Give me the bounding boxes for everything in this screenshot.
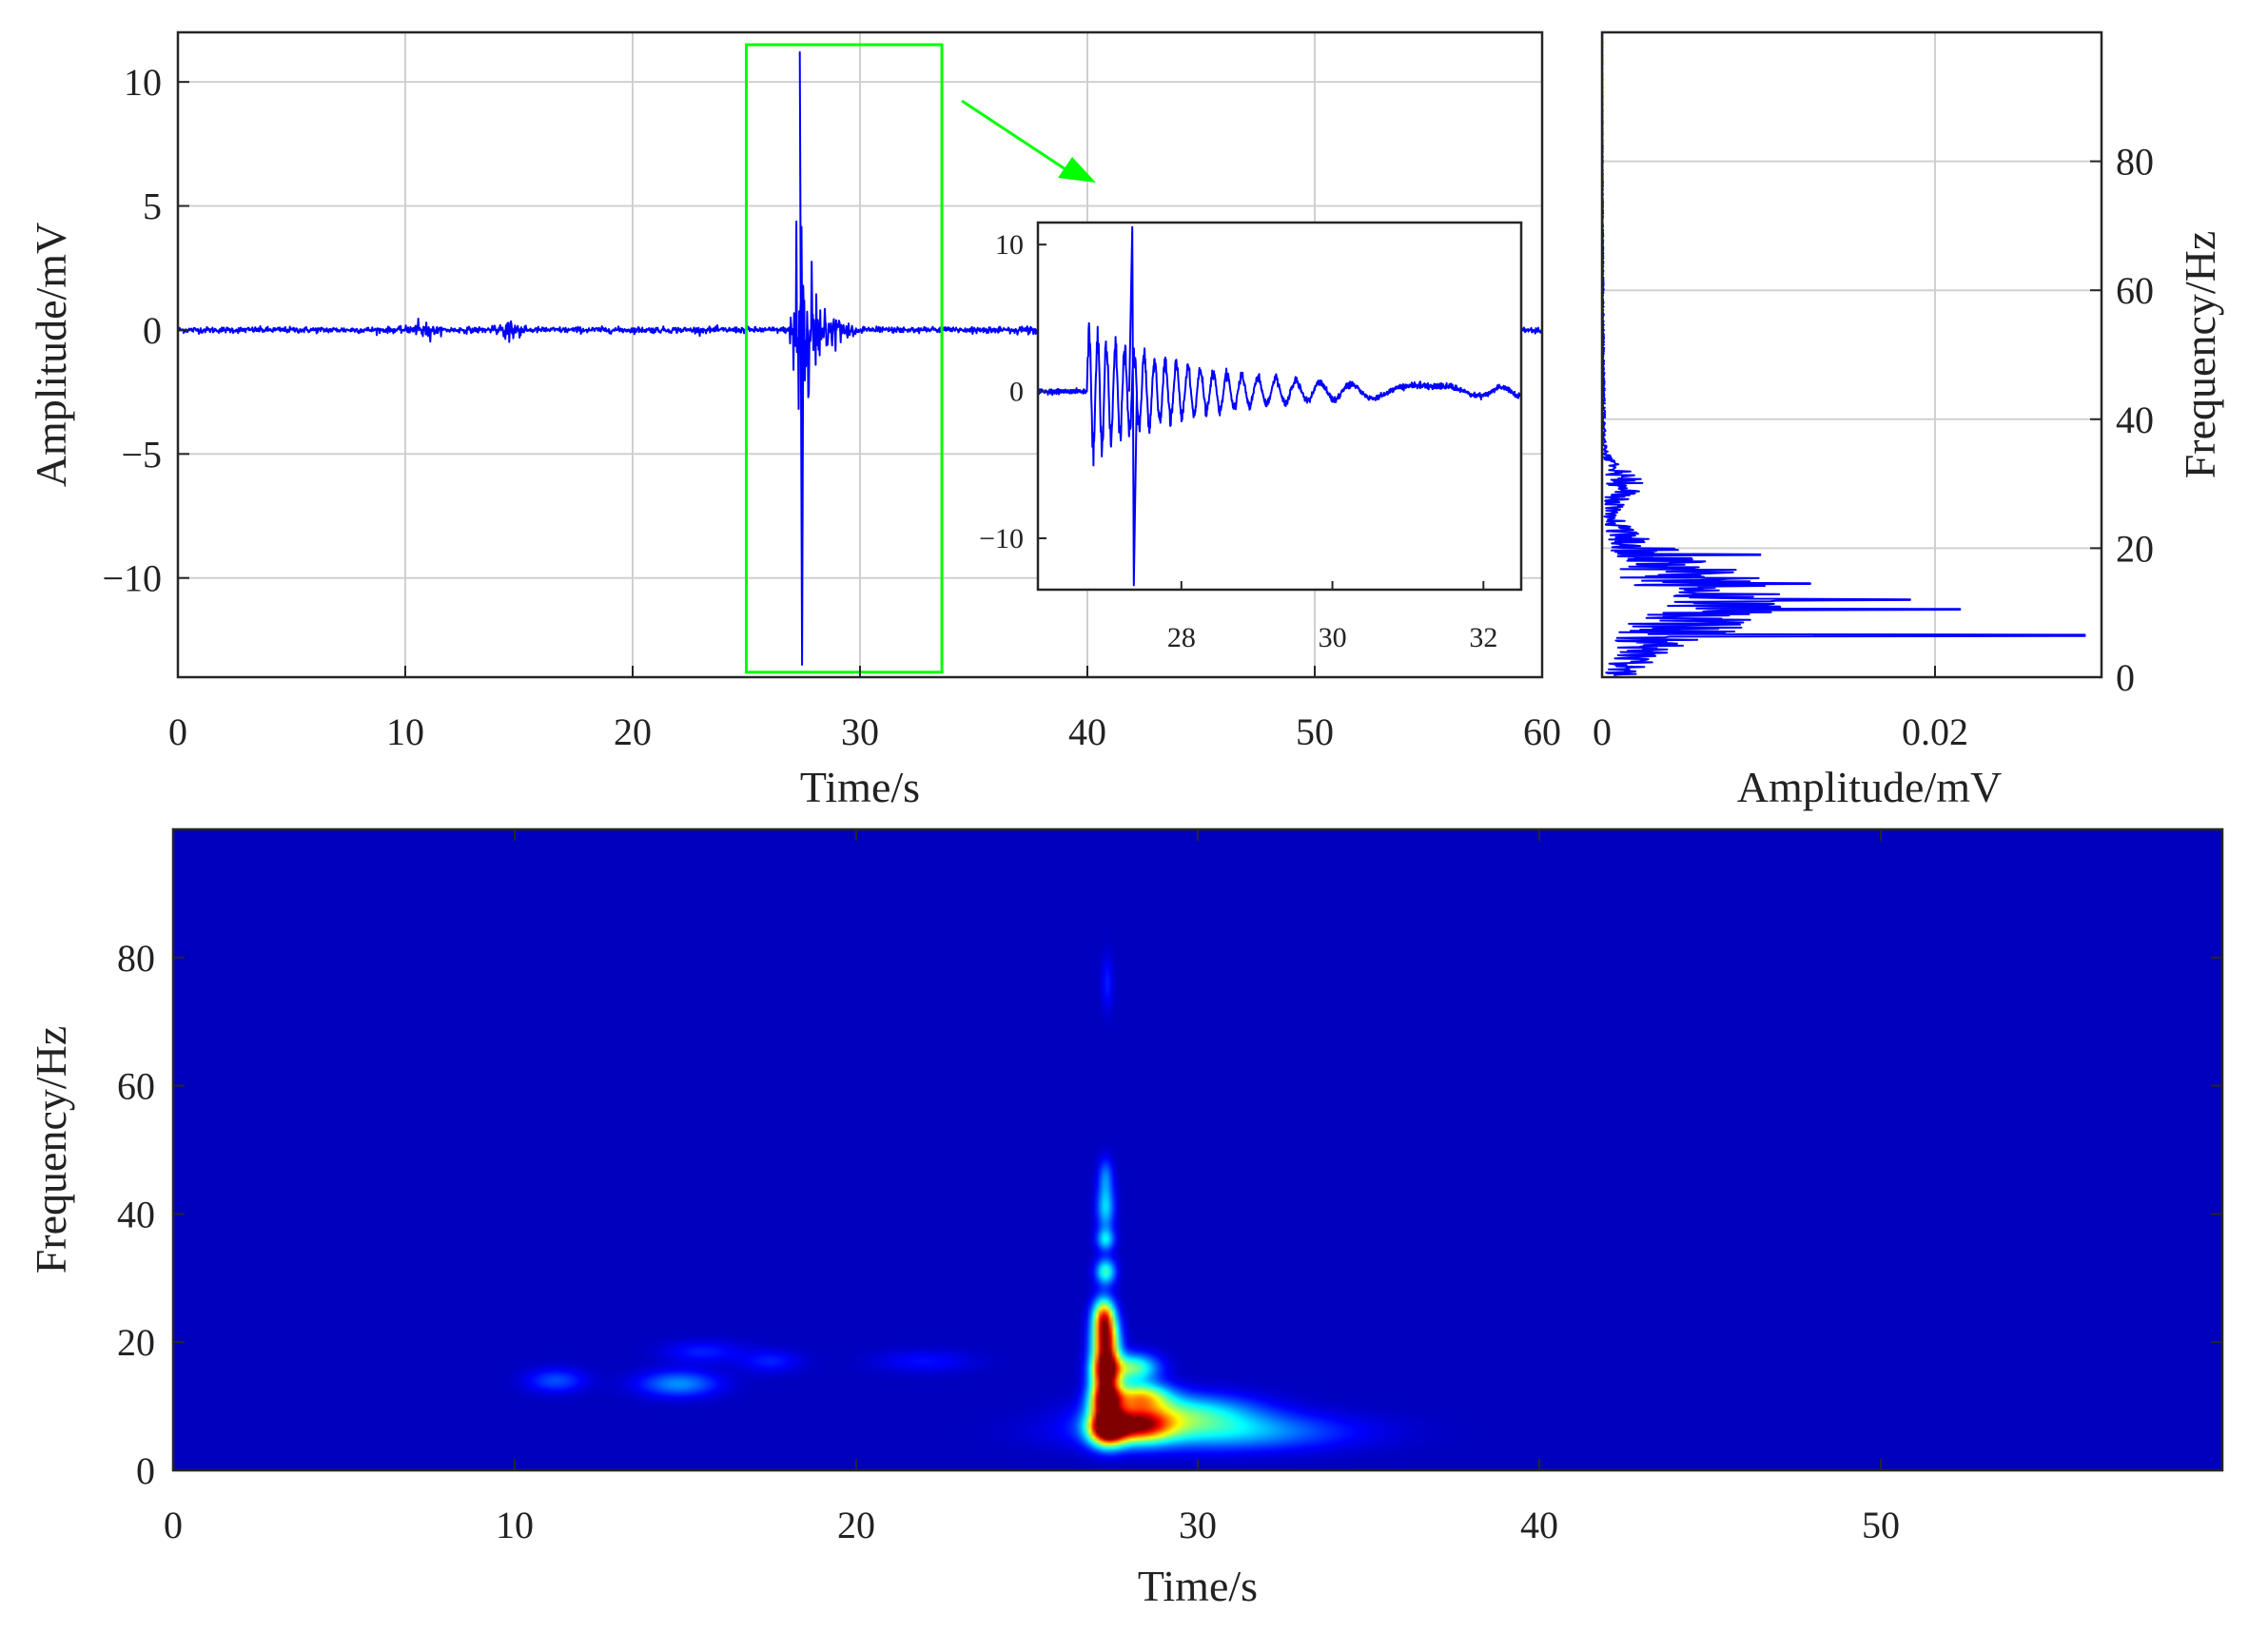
spectrum-x-tick-label: 0.02 (1902, 710, 1968, 753)
waveform-x-tick-label: 40 (1068, 710, 1106, 753)
time-frequency-panel: 0 10 20 30 40 50 0 20 40 60 80 Time/s Frequency/H… (27, 827, 2224, 1610)
inset-y-tick-label: 0 (1009, 377, 1024, 408)
heatmap-image (173, 829, 2222, 1470)
waveform-x-tick-label: 10 (386, 710, 424, 753)
spectrum-y-axis-label: Frequency/Hz (2176, 231, 2224, 479)
waveform-panel: 0 10 20 30 40 50 60 −10 −5 0 5 10 Time/s Amplitude… (27, 30, 1561, 811)
spectrum-y-tick-label: 20 (2116, 527, 2154, 570)
waveform-x-tick-label: 50 (1296, 710, 1334, 753)
waveform-x-tick-label: 0 (168, 710, 187, 753)
heatmap-x-tick-label: 20 (837, 1504, 875, 1546)
inset-series (1038, 225, 1521, 587)
zoom-arrow-shaft (961, 99, 1069, 173)
heatmap-y-ticks: 0 20 40 60 80 (117, 937, 2222, 1492)
inset-plot-area (1038, 223, 1521, 590)
spectrum-x-ticks: 0 0.02 (1593, 666, 1968, 753)
heatmap-x-tick-label: 40 (1520, 1504, 1558, 1546)
waveform-x-tick-label: 20 (614, 710, 652, 753)
heatmap-y-tick-label: 80 (117, 937, 155, 980)
zoom-arrow-head (1058, 157, 1096, 183)
inset-x-tick-label: 30 (1319, 622, 1347, 653)
waveform-x-ticks: 0 10 20 30 40 50 60 (168, 666, 1561, 753)
waveform-y-tick-label: −5 (121, 433, 162, 476)
waveform-y-tick-label: 5 (143, 185, 162, 228)
zoom-highlight-box (745, 43, 944, 674)
inset-frame (1036, 221, 1523, 592)
heatmap-y-tick-label: 0 (136, 1449, 155, 1492)
spectrum-y-ticks: 0 20 40 60 80 (2090, 141, 2154, 699)
waveform-x-tick-label: 60 (1523, 710, 1561, 753)
heatmap-y-tick-label: 40 (117, 1193, 155, 1235)
waveform-y-ticks: −10 −5 0 5 10 (102, 61, 189, 600)
waveform-x-tick-label: 30 (841, 710, 879, 753)
spectrum-x-tick-label: 0 (1593, 710, 1612, 753)
waveform-y-axis-label: Amplitude/mV (27, 223, 75, 488)
inset-x-tick-label: 28 (1167, 622, 1196, 653)
heatmap-y-tick-label: 60 (117, 1065, 155, 1108)
inset-y-tick-label: 10 (995, 229, 1024, 261)
spectrum-x-axis-label: Amplitude/mV (1737, 763, 2003, 811)
spectrum-y-tick-label: 40 (2116, 399, 2154, 441)
inset-x-tick-label: 32 (1469, 622, 1497, 653)
heatmap-x-tick-label: 0 (164, 1504, 183, 1546)
heatmap-x-axis-label: Time/s (1138, 1562, 1258, 1610)
inset-y-tick-label: −10 (979, 523, 1024, 554)
waveform-y-tick-label: 0 (143, 309, 162, 352)
zoom-arrow (961, 99, 1096, 183)
heatmap-y-tick-label: 20 (117, 1321, 155, 1364)
waveform-y-tick-label: −10 (102, 557, 162, 600)
heatmap-x-tick-label: 30 (1179, 1504, 1217, 1546)
spectrum-y-tick-label: 60 (2116, 269, 2154, 312)
spectrum-y-tick-label: 0 (2116, 656, 2135, 699)
waveform-x-axis-label: Time/s (800, 763, 920, 811)
spectrum-y-tick-label: 80 (2116, 141, 2154, 184)
waveform-y-tick-label: 10 (124, 61, 162, 104)
waveform-zoom-inset: 28 30 32 −10 0 10 (979, 221, 1523, 653)
inset-x-ticks: 28 30 32 (1167, 581, 1497, 653)
inset-y-ticks: −10 0 10 (979, 229, 1046, 554)
heatmap-x-tick-label: 10 (496, 1504, 534, 1546)
spectrum-grid (1602, 32, 2102, 677)
heatmap-y-axis-label: Frequency/Hz (27, 1026, 75, 1274)
heatmap-x-tick-label: 50 (1862, 1504, 1900, 1546)
spectrum-frame (1600, 30, 2103, 679)
heatmap-x-ticks: 0 10 20 30 40 50 (164, 829, 1900, 1546)
